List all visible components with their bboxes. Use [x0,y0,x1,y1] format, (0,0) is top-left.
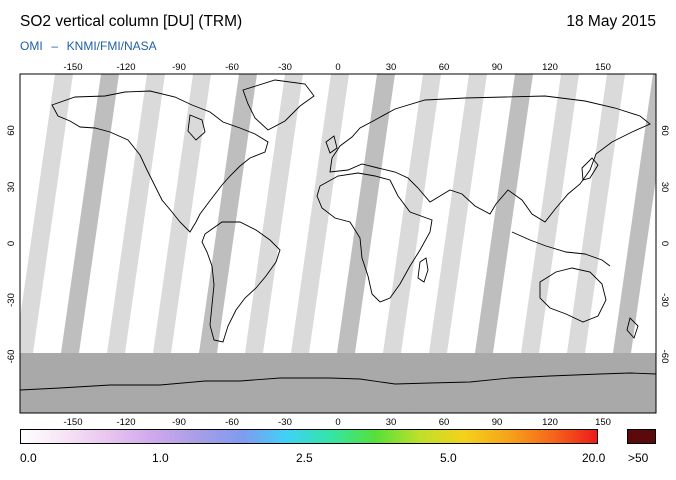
bottom-lon-tick-10: 150 [595,417,611,428]
swath-7 [337,74,395,353]
top-lon-tick-5: 0 [335,62,340,73]
credit-organizations: KNMI/FMI/NASA [66,39,157,53]
top-lon-tick-1: -120 [116,62,135,73]
swath-8 [383,74,441,353]
left-lat-tick-4: -60 [6,350,17,364]
colorbar-overflow-label: >50 [628,451,649,465]
swath-13 [613,74,656,353]
bottom-lon-tick-5: 0 [335,417,340,428]
bottom-lon-tick-1: -120 [116,417,135,428]
bottom-lon-tick-4: -30 [278,417,292,428]
right-lat-tick-0: 60 [659,125,670,136]
bottom-lon-tick-9: 120 [542,417,558,428]
bottom-lon-tick-3: -60 [225,417,239,428]
data-credit: OMI – KNMI/FMI/NASA [20,39,157,53]
australia-coastline [539,267,607,323]
map-graticule-ticks: -150 -150 -120 -120 -90 -90 -60 -60 -30 -30 0 0 30 30… [6,62,670,428]
africa-coastline [316,172,433,303]
swath-6 [291,74,349,353]
british-isles-coastline [325,135,338,154]
colorbar-label-0: 0.0 [20,451,37,465]
satellite-swaths [20,74,656,353]
top-lon-tick-8: 90 [492,62,503,73]
bottom-lon-tick-0: -150 [63,417,82,428]
map-frame [19,73,657,414]
colorbar-gradient [20,429,598,444]
greenland-coastline [242,79,315,131]
top-lon-tick-4: -30 [278,62,292,73]
swath-3 [153,74,211,353]
europe-asia-coastline [329,95,651,223]
top-lon-tick-2: -90 [172,62,186,73]
continent-coastlines [51,79,651,343]
swath-1 [61,74,119,353]
bottom-lon-tick-7: 60 [439,417,450,428]
indonesia-coastline [511,231,611,267]
bottom-lon-tick-2: -90 [172,417,186,428]
credit-separator: – [51,39,59,53]
bottom-lon-tick-6: 30 [386,417,397,428]
top-lon-tick-10: 150 [595,62,611,73]
right-lat-tick-4: -60 [659,350,670,364]
top-lon-tick-9: 120 [542,62,558,73]
map-date: 18 May 2015 [566,13,656,30]
colorbar-overflow-swatch [627,429,656,444]
top-lon-tick-7: 60 [439,62,450,73]
colorbar-label-4: 20.0 [582,451,606,465]
north-america-coastline [51,90,269,233]
left-lat-tick-0: 60 [6,125,17,136]
right-lat-tick-3: -30 [659,293,670,307]
top-lon-tick-6: 30 [386,62,397,73]
top-lon-tick-0: -150 [63,62,82,73]
swath-10 [475,74,533,353]
map-title: SO2 vertical column [DU] (TRM) [20,13,243,30]
japan-coastline [581,157,599,181]
left-lat-tick-2: 0 [6,241,17,246]
colorbar [20,429,598,444]
right-lat-tick-2: 0 [659,241,670,246]
hudson-bay [187,114,206,141]
madagascar-coastline [417,257,429,283]
left-lat-tick-3: -30 [6,293,17,307]
map-area [20,74,656,413]
swath-0 [20,74,73,353]
swath-11 [521,74,579,353]
new-zealand-coastline [626,317,639,339]
south-america-coastline [201,221,281,343]
top-lon-tick-3: -60 [225,62,239,73]
no-data-polar-south [20,353,656,413]
right-lat-tick-1: 30 [659,182,670,193]
credit-instrument: OMI [20,39,43,53]
swath-9 [429,74,487,353]
swath-12 [567,74,625,353]
colorbar-label-1: 1.0 [152,451,169,465]
left-lat-tick-1: 30 [6,182,17,193]
antarctica-coastline [20,372,656,391]
colorbar-label-2: 2.5 [296,451,313,465]
colorbar-label-3: 5.0 [440,451,457,465]
swath-2 [107,74,165,353]
bottom-lon-tick-8: 90 [492,417,503,428]
